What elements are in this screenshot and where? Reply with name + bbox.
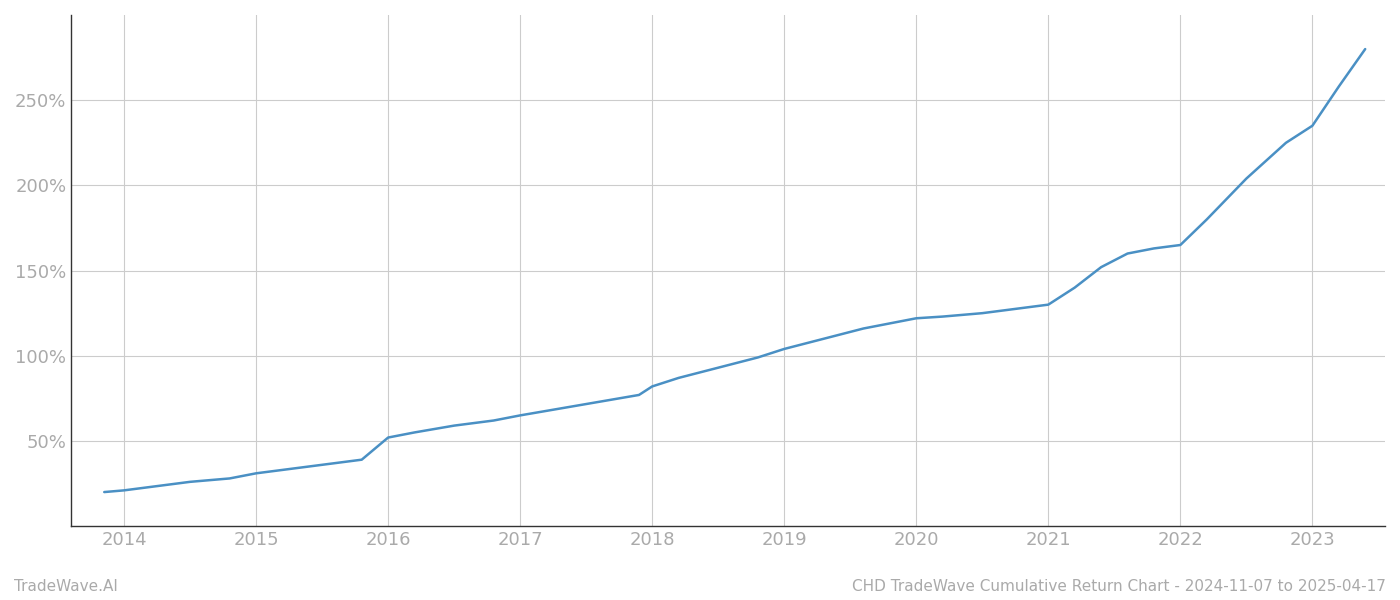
Text: CHD TradeWave Cumulative Return Chart - 2024-11-07 to 2025-04-17: CHD TradeWave Cumulative Return Chart - … [853, 579, 1386, 594]
Text: TradeWave.AI: TradeWave.AI [14, 579, 118, 594]
